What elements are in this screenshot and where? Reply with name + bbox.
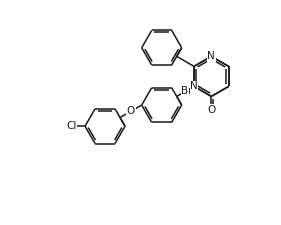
Text: O: O — [127, 106, 135, 116]
Text: Br: Br — [181, 86, 193, 96]
Text: N: N — [207, 51, 215, 61]
Text: N: N — [190, 81, 198, 91]
Text: O: O — [207, 105, 216, 115]
Text: Cl: Cl — [67, 121, 77, 131]
